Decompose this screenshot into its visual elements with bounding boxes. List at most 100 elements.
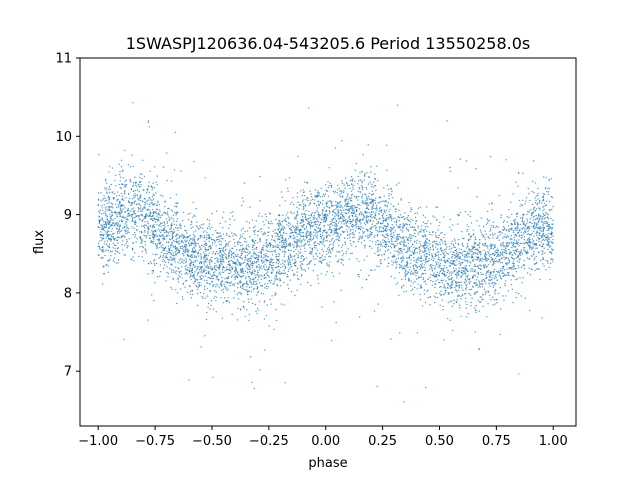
- data-point: [291, 212, 293, 214]
- data-point: [210, 246, 212, 248]
- data-point: [387, 235, 390, 237]
- data-point: [427, 220, 429, 222]
- data-point: [277, 234, 279, 237]
- data-point: [385, 227, 387, 229]
- data-point: [130, 215, 133, 217]
- data-point: [333, 228, 336, 230]
- data-point: [352, 218, 354, 221]
- data-point: [405, 224, 407, 226]
- data-point: [475, 168, 477, 170]
- data-point: [468, 250, 471, 252]
- data-point: [387, 257, 389, 259]
- data-point: [536, 239, 538, 241]
- data-point: [458, 248, 461, 250]
- data-point: [260, 231, 262, 233]
- data-point: [403, 257, 405, 259]
- data-point: [164, 212, 167, 214]
- data-point: [247, 260, 249, 263]
- data-point: [333, 211, 335, 213]
- data-point: [176, 218, 179, 220]
- data-point: [398, 264, 401, 266]
- data-point: [498, 259, 500, 261]
- data-point: [546, 223, 548, 225]
- data-point: [471, 256, 474, 259]
- data-point: [331, 224, 333, 227]
- data-point: [542, 195, 545, 197]
- data-point: [498, 261, 500, 263]
- data-point: [197, 286, 199, 288]
- data-point: [335, 321, 337, 324]
- data-point: [256, 273, 259, 276]
- data-point: [208, 225, 210, 228]
- data-point: [332, 190, 334, 192]
- data-point: [266, 304, 269, 306]
- data-point: [253, 230, 255, 232]
- data-point: [313, 202, 315, 204]
- data-point: [332, 222, 334, 224]
- data-point: [162, 212, 165, 214]
- data-point: [133, 196, 136, 199]
- data-point: [440, 294, 442, 296]
- data-point: [318, 214, 321, 216]
- data-point: [241, 250, 243, 253]
- data-point: [390, 233, 392, 236]
- data-point: [235, 266, 237, 269]
- data-point: [199, 237, 202, 239]
- data-point: [149, 170, 151, 172]
- data-point: [193, 282, 195, 285]
- data-point: [499, 230, 501, 233]
- data-point: [465, 301, 467, 303]
- data-point: [349, 198, 351, 200]
- data-point: [539, 199, 541, 202]
- data-point: [491, 209, 493, 211]
- data-point: [500, 268, 502, 270]
- data-point: [437, 279, 439, 281]
- data-point: [494, 233, 496, 235]
- data-point: [154, 282, 156, 284]
- data-point: [467, 312, 469, 315]
- data-point: [264, 213, 267, 215]
- data-point: [283, 264, 286, 266]
- data-point: [237, 273, 239, 275]
- data-point: [126, 247, 128, 249]
- data-point: [180, 170, 182, 172]
- data-point: [345, 208, 347, 211]
- data-point: [344, 205, 346, 207]
- data-point: [329, 256, 332, 258]
- data-point: [193, 277, 195, 279]
- data-point: [359, 316, 361, 318]
- data-point: [541, 227, 543, 229]
- data-point: [123, 338, 125, 340]
- data-point: [456, 275, 458, 277]
- data-point: [124, 225, 126, 228]
- data-point: [196, 221, 198, 223]
- data-point: [151, 225, 154, 227]
- data-point: [489, 254, 492, 256]
- data-point: [401, 225, 403, 227]
- data-point: [153, 238, 155, 240]
- data-point: [345, 197, 348, 199]
- data-point: [158, 219, 160, 222]
- data-point: [258, 263, 260, 266]
- data-point: [531, 190, 533, 193]
- data-point: [528, 257, 531, 260]
- data-point: [288, 222, 290, 225]
- data-point: [494, 275, 496, 277]
- data-point: [314, 189, 317, 191]
- data-point: [457, 257, 459, 259]
- data-point: [534, 201, 537, 204]
- data-point: [502, 275, 505, 277]
- data-point: [241, 287, 244, 290]
- data-point: [307, 267, 310, 269]
- data-point: [246, 258, 248, 260]
- data-point: [345, 198, 347, 201]
- data-point: [131, 259, 133, 261]
- data-point: [239, 234, 242, 236]
- data-point: [275, 232, 278, 234]
- data-point: [496, 298, 498, 301]
- data-point: [419, 293, 421, 296]
- data-point: [314, 228, 316, 230]
- data-point: [267, 226, 270, 229]
- data-point: [114, 211, 116, 214]
- data-point: [497, 249, 500, 252]
